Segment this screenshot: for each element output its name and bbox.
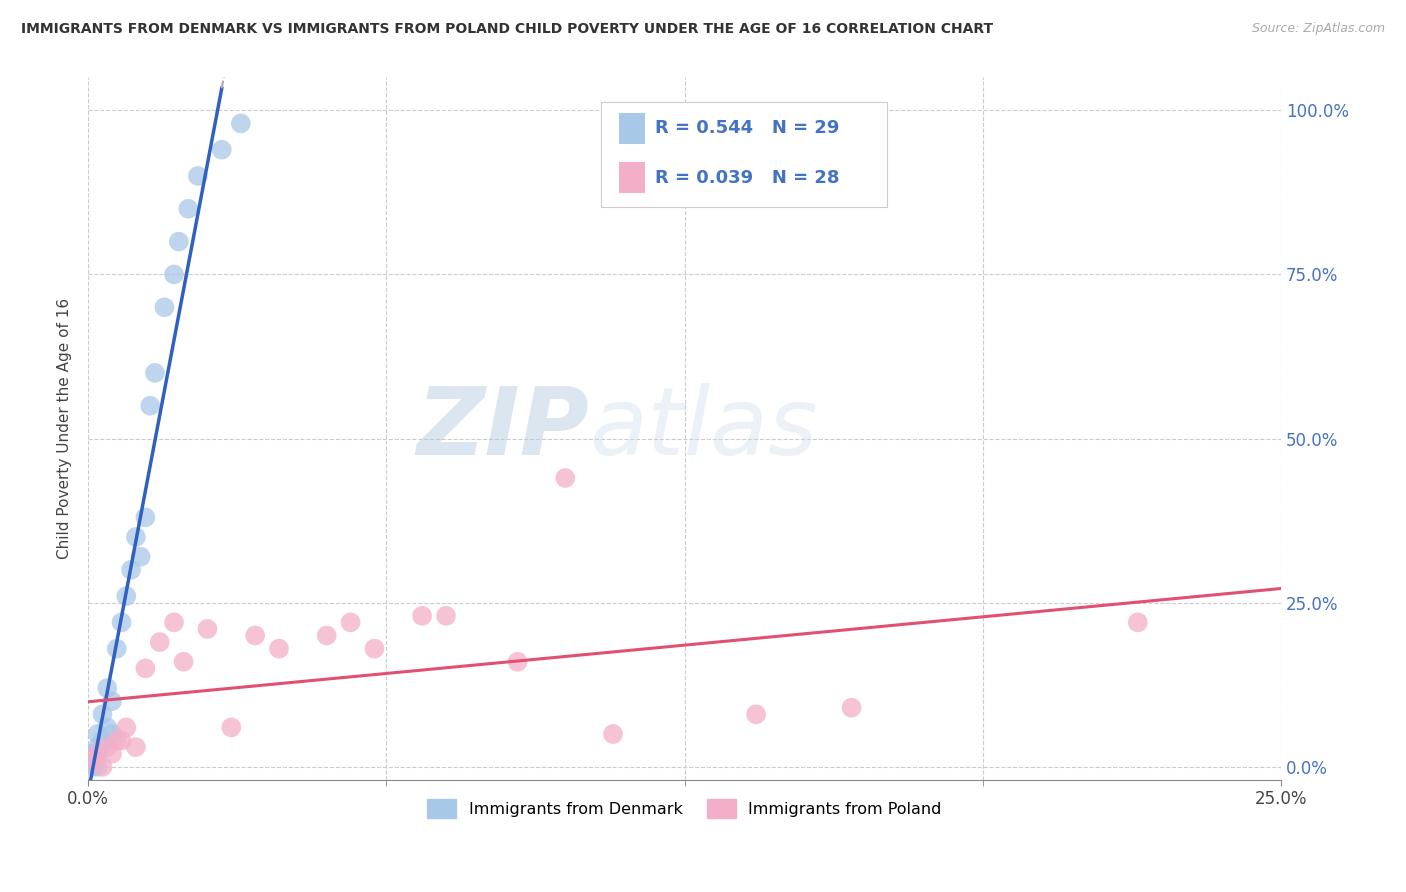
Point [125,740,148,755]
Point [315,628,337,642]
Point [841,700,863,714]
Point [101,694,124,708]
Point [1126,615,1149,630]
Point [86,747,108,761]
Point [211,143,233,157]
Point [91,733,114,747]
Point [125,530,148,544]
Point [163,615,186,630]
Point [411,608,433,623]
Point [91,707,114,722]
Point [115,721,138,735]
Point [96,740,118,755]
Point [86,747,108,761]
Text: ZIP: ZIP [416,383,589,475]
Point [134,661,156,675]
Point [96,721,118,735]
Point [115,589,138,603]
Point [105,733,128,747]
Point [134,510,156,524]
Point [434,608,457,623]
Point [91,760,114,774]
Point [143,366,166,380]
Point [554,471,576,485]
Point [506,655,529,669]
Point [86,740,108,755]
Point [86,760,108,774]
Bar [619,112,645,145]
Point [163,268,186,282]
Point [96,681,118,695]
Point [129,549,152,564]
Legend: Immigrants from Denmark, Immigrants from Poland: Immigrants from Denmark, Immigrants from… [420,792,948,825]
Text: Source: ZipAtlas.com: Source: ZipAtlas.com [1251,22,1385,36]
Point [221,721,243,735]
Text: R = 0.039   N = 28: R = 0.039 N = 28 [655,169,839,186]
Point [177,202,200,216]
Point [363,641,385,656]
Point [110,615,132,630]
Point [187,169,209,183]
Point [173,655,195,669]
Point [110,733,132,747]
Point [267,641,290,656]
Point [153,300,176,314]
Point [86,727,108,741]
Point [120,563,142,577]
Y-axis label: Child Poverty Under the Age of 16: Child Poverty Under the Age of 16 [58,298,72,559]
Text: IMMIGRANTS FROM DENMARK VS IMMIGRANTS FROM POLAND CHILD POVERTY UNDER THE AGE OF: IMMIGRANTS FROM DENMARK VS IMMIGRANTS FR… [21,22,993,37]
Point [101,747,124,761]
Point [82,753,104,767]
Point [82,760,104,774]
Point [149,635,172,649]
Point [229,116,252,130]
Point [602,727,624,741]
Point [101,727,124,741]
Point [139,399,162,413]
Point [339,615,361,630]
Point [167,235,190,249]
Point [745,707,768,722]
FancyBboxPatch shape [600,102,887,208]
Text: atlas: atlas [589,384,817,475]
Point [197,622,219,636]
Text: R = 0.544   N = 29: R = 0.544 N = 29 [655,120,839,137]
Point [105,641,128,656]
Point [82,747,104,761]
Point [82,753,104,767]
Point [243,628,266,642]
Bar [619,161,645,194]
